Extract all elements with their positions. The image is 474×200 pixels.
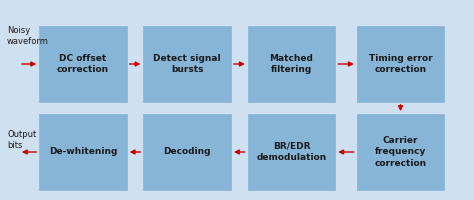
Text: Carrier
frequency
correction: Carrier frequency correction [374,136,427,168]
Text: Output
bits: Output bits [7,130,36,150]
FancyBboxPatch shape [356,114,444,190]
FancyBboxPatch shape [143,114,231,190]
Text: Timing error
correction: Timing error correction [369,54,432,74]
FancyBboxPatch shape [356,26,444,102]
Text: Decoding: Decoding [164,148,211,156]
Text: BR/EDR
demodulation: BR/EDR demodulation [256,142,327,162]
Text: DC offset
correction: DC offset correction [57,54,109,74]
Text: Matched
filtering: Matched filtering [270,54,313,74]
FancyBboxPatch shape [39,26,127,102]
FancyBboxPatch shape [247,114,336,190]
Text: De-whitening: De-whitening [49,148,117,156]
FancyBboxPatch shape [39,114,127,190]
Text: Detect signal
bursts: Detect signal bursts [154,54,221,74]
Text: Noisy
waveform: Noisy waveform [7,26,49,46]
FancyBboxPatch shape [247,26,336,102]
FancyBboxPatch shape [143,26,231,102]
